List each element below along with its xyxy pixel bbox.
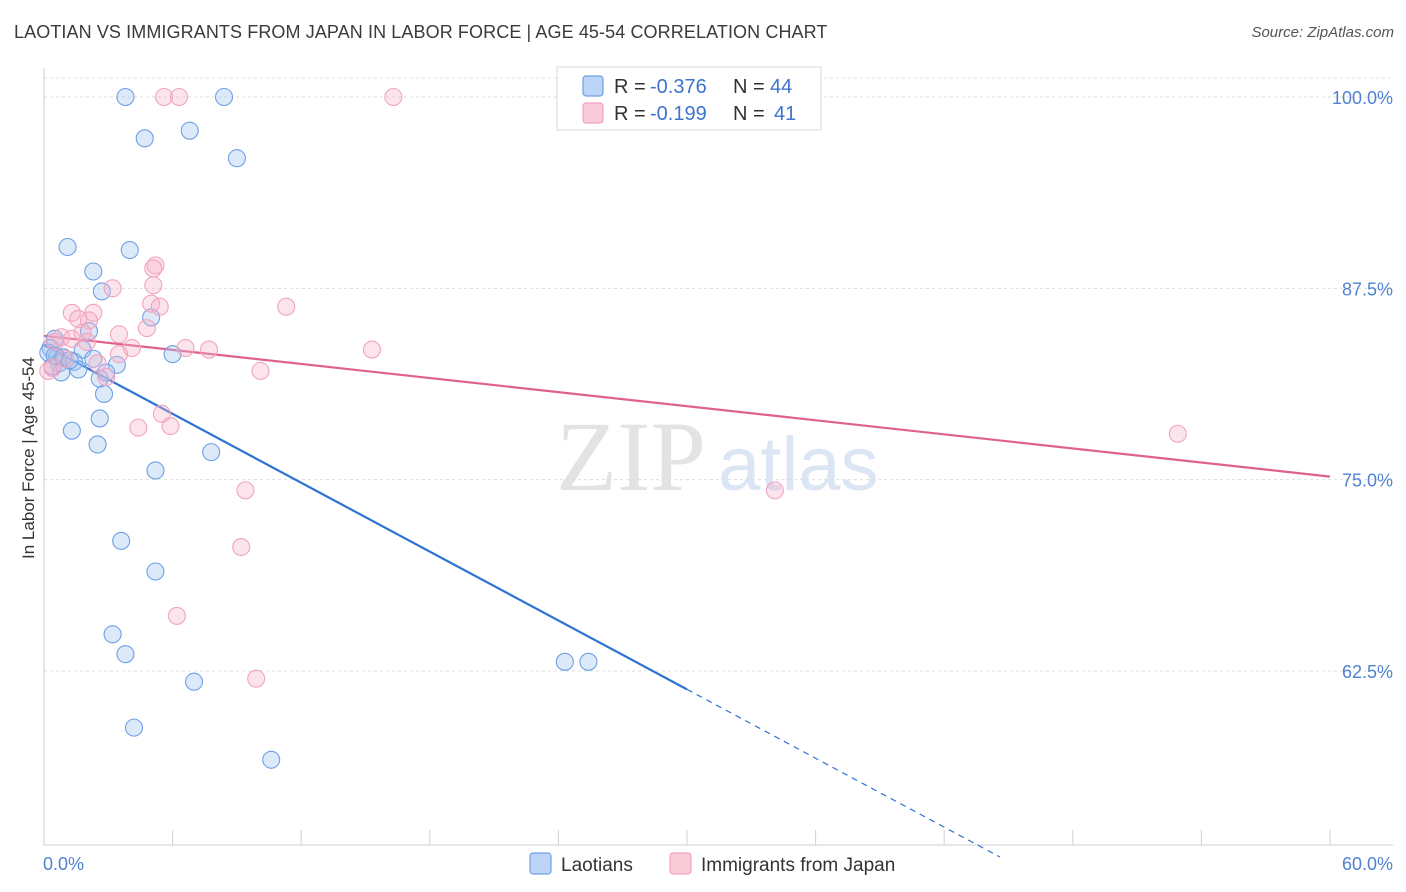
laotians-point <box>184 672 204 691</box>
laotians-trend-extension <box>686 688 1001 858</box>
legend-japan-label: Immigrants from Japan <box>701 855 895 876</box>
laotians-trend-line <box>43 343 688 691</box>
laotians-point <box>116 645 135 664</box>
laotians-point <box>84 262 103 281</box>
japan-point <box>103 279 122 298</box>
laotians-point <box>58 237 77 257</box>
japan-point <box>144 276 163 295</box>
laotians-point <box>92 282 111 301</box>
laotians-point <box>146 562 165 581</box>
source-label: Source: ZipAtlas.com <box>1251 24 1394 41</box>
stats-legend: R = -0.376 N = 44 R = -0.199 N = 41 <box>556 66 822 131</box>
x-tick-label-min: 0.0% <box>43 854 84 874</box>
japan-point <box>137 319 156 338</box>
legend-japan-swatch <box>669 852 692 875</box>
laotians-point <box>62 421 81 440</box>
laotians-point <box>135 129 154 148</box>
japan-point <box>199 340 219 359</box>
watermark-zip: ZIP <box>556 401 706 512</box>
japan-point <box>176 338 195 358</box>
japan-point <box>62 329 81 348</box>
y-tick-label: 87.5% <box>1342 279 1393 299</box>
japan-trend-line <box>43 334 1331 478</box>
laotians-point <box>120 241 139 260</box>
laotians-point <box>146 461 165 480</box>
japan-point <box>362 340 381 359</box>
legend-laotians-label: Laotians <box>561 855 633 876</box>
laotians-point <box>555 652 574 671</box>
watermark: ZIP atlas <box>556 401 879 512</box>
laotians-point <box>116 87 135 107</box>
legend-laotians-swatch <box>529 852 552 875</box>
axes: 62.5% 75.0% 87.5% 100.0% <box>43 68 1393 846</box>
laotians-point <box>107 355 126 374</box>
laotians-point <box>94 384 114 403</box>
laotians-point <box>124 718 144 737</box>
y-tick-label: 75.0% <box>1342 471 1393 491</box>
japan-point <box>73 323 92 342</box>
y-tick-label: 62.5% <box>1342 662 1393 682</box>
japan-point <box>765 481 784 500</box>
japan-point <box>169 87 189 107</box>
japan-point <box>247 669 266 688</box>
x-tick-label-max: 60.0% <box>1342 854 1393 874</box>
japan-point <box>150 297 169 316</box>
japan-point <box>152 404 171 423</box>
laotians-r-label: R = <box>614 76 646 98</box>
chart-title: LAOTIAN VS IMMIGRANTS FROM JAPAN IN LABO… <box>14 22 828 42</box>
laotians-point <box>214 87 234 107</box>
laotians-point <box>112 531 131 550</box>
data-points <box>39 87 1187 769</box>
watermark-atlas: atlas <box>718 422 879 507</box>
trend-lines <box>43 334 1331 858</box>
laotians-point <box>90 409 109 428</box>
japan-n-value: 41 <box>774 103 796 125</box>
japan-point <box>109 345 129 364</box>
laotians-swatch <box>582 75 604 97</box>
laotians-r-value: -0.376 <box>650 76 707 98</box>
japan-point <box>384 87 403 107</box>
japan-point <box>77 332 96 351</box>
japan-point <box>45 332 64 351</box>
grid-lines <box>44 77 1393 672</box>
japan-point <box>1168 424 1187 443</box>
japan-point <box>56 349 75 368</box>
japan-point <box>236 481 255 500</box>
japan-r-label: R = <box>614 103 646 125</box>
japan-point <box>129 418 148 437</box>
japan-r-value: -0.199 <box>650 103 707 125</box>
laotians-point <box>227 149 246 168</box>
japan-point <box>161 417 180 436</box>
japan-point <box>97 368 116 387</box>
laotians-point <box>180 121 199 140</box>
laotians-point <box>88 435 107 454</box>
series-legend: Laotians Immigrants from Japan <box>529 852 895 876</box>
japan-point <box>154 87 174 107</box>
laotians-n-label: N = <box>733 76 765 98</box>
japan-point <box>39 361 58 381</box>
laotians-point <box>579 652 598 671</box>
japan-point <box>277 297 296 316</box>
y-tick-label: 100.0% <box>1332 88 1393 108</box>
japan-swatch <box>582 102 604 124</box>
laotians-point <box>103 625 122 644</box>
laotians-point <box>79 322 99 341</box>
y-axis-label: In Labor Force | Age 45-54 <box>19 357 38 559</box>
japan-point <box>251 361 270 381</box>
laotians-n-value: 44 <box>770 76 792 98</box>
japan-point <box>144 259 163 278</box>
japan-point <box>109 325 129 344</box>
japan-point <box>88 354 107 373</box>
laotians-point <box>202 443 221 462</box>
japan-point <box>146 256 165 275</box>
japan-point <box>167 606 186 625</box>
laotians-point <box>262 750 281 769</box>
japan-n-label: N = <box>733 103 765 125</box>
japan-point <box>232 537 251 557</box>
